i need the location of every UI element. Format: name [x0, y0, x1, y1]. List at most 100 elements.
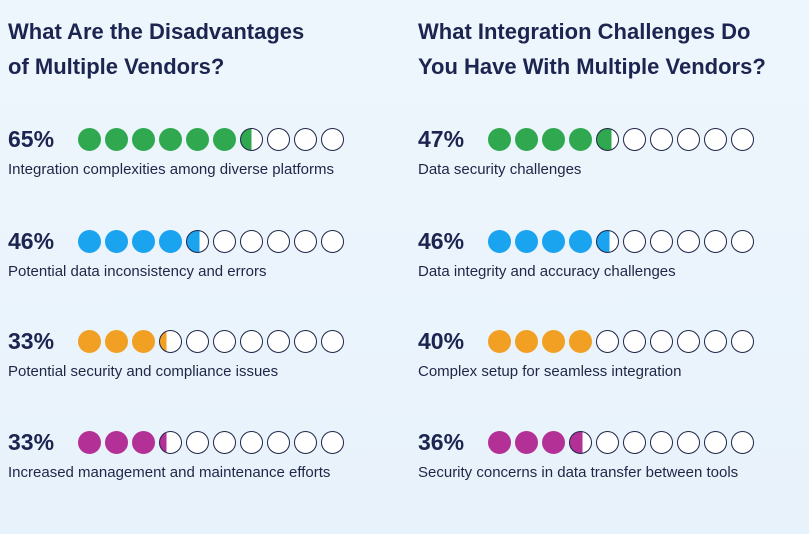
empty-dot	[623, 229, 646, 253]
right-heading-line-2: You Have With Multiple Vendors?	[418, 54, 766, 79]
filled-dot	[78, 127, 101, 151]
right-stat-1-dots	[488, 127, 754, 151]
filled-dot	[488, 229, 511, 253]
filled-dot	[159, 229, 182, 253]
empty-dot	[677, 329, 700, 353]
empty-dot	[731, 329, 754, 353]
empty-dot	[186, 329, 209, 353]
empty-dot	[704, 127, 727, 151]
empty-dot	[240, 329, 263, 353]
right-stat-4-percent: 36%	[418, 429, 465, 455]
empty-dot	[267, 127, 290, 151]
filled-dot	[515, 329, 538, 353]
right-stat-3-percent: 40%	[418, 328, 465, 354]
filled-dot	[78, 430, 101, 454]
empty-dot	[321, 430, 344, 454]
empty-dot	[294, 127, 317, 151]
left-stat-3-label: Potential security and compliance issues	[8, 363, 279, 380]
left-stat-4-label: Increased management and maintenance eff…	[8, 464, 331, 481]
left-stat-1-dots	[78, 127, 344, 151]
filled-dot	[132, 229, 155, 253]
filled-dot	[132, 127, 155, 151]
empty-dot	[240, 430, 263, 454]
empty-dot	[321, 127, 344, 151]
right-stat-2-label: Data integrity and accuracy challenges	[418, 263, 676, 280]
right-stat-4-label: Security concerns in data transfer betwe…	[418, 464, 739, 481]
filled-dot	[569, 229, 592, 253]
empty-dot	[623, 329, 646, 353]
right-stat-1-percent: 47%	[418, 126, 465, 152]
filled-dot	[78, 329, 101, 353]
empty-dot	[704, 430, 727, 454]
right-stat-2-percent: 46%	[418, 228, 465, 254]
partial-dot	[159, 329, 182, 353]
empty-dot	[650, 430, 673, 454]
filled-dot	[105, 430, 128, 454]
left-stat-1-label: Integration complexities among diverse p…	[8, 161, 334, 178]
filled-dot	[542, 229, 565, 253]
left-stat-2-percent: 46%	[8, 228, 55, 254]
empty-dot	[213, 329, 236, 353]
empty-dot	[213, 430, 236, 454]
empty-dot	[596, 329, 619, 353]
right-stat-3-label: Complex setup for seamless integration	[418, 363, 682, 380]
left-stat-4-percent: 33%	[8, 429, 55, 455]
empty-dot	[267, 329, 290, 353]
empty-dot	[704, 329, 727, 353]
right-stat-3: 40% Complex setup for seamless integrati…	[418, 326, 808, 382]
filled-dot	[186, 127, 209, 151]
partial-dot	[186, 229, 209, 253]
filled-dot	[105, 127, 128, 151]
right-stat-2-dots	[488, 229, 754, 253]
filled-dot	[515, 229, 538, 253]
empty-dot	[321, 329, 344, 353]
filled-dot	[515, 127, 538, 151]
partial-dot	[596, 127, 619, 151]
filled-dot	[488, 329, 511, 353]
filled-dot	[542, 329, 565, 353]
right-stat-4-dots	[488, 430, 754, 454]
empty-dot	[731, 430, 754, 454]
right-stat-1-label: Data security challenges	[418, 161, 582, 178]
left-stat-1: 65% Integration complexities among diver…	[8, 124, 398, 180]
empty-dot	[704, 229, 727, 253]
left-stat-3-percent: 33%	[8, 328, 55, 354]
partial-dot	[159, 430, 182, 454]
left-stat-3: 33% Potential security and compliance is…	[8, 326, 398, 382]
left-stat-4-dots	[78, 430, 344, 454]
filled-dot	[569, 127, 592, 151]
filled-dot	[105, 229, 128, 253]
filled-dot	[515, 430, 538, 454]
filled-dot	[213, 127, 236, 151]
empty-dot	[677, 430, 700, 454]
left-heading-line-1: What Are the Disadvantages	[8, 19, 305, 44]
partial-dot	[596, 229, 619, 253]
empty-dot	[294, 430, 317, 454]
filled-dot	[542, 127, 565, 151]
right-stat-2: 46% Data integrity and accuracy challeng…	[418, 226, 808, 282]
left-stat-1-percent: 65%	[8, 126, 55, 152]
filled-dot	[78, 229, 101, 253]
right-stat-3-dots	[488, 329, 754, 353]
empty-dot	[623, 430, 646, 454]
partial-dot	[240, 127, 263, 151]
filled-dot	[132, 329, 155, 353]
filled-dot	[105, 329, 128, 353]
empty-dot	[596, 430, 619, 454]
filled-dot	[488, 127, 511, 151]
right-heading-line-1: What Integration Challenges Do	[418, 19, 751, 44]
empty-dot	[321, 229, 344, 253]
empty-dot	[731, 127, 754, 151]
empty-dot	[650, 329, 673, 353]
empty-dot	[294, 329, 317, 353]
empty-dot	[294, 229, 317, 253]
filled-dot	[132, 430, 155, 454]
empty-dot	[650, 127, 673, 151]
empty-dot	[623, 127, 646, 151]
empty-dot	[677, 229, 700, 253]
left-heading-line-2: of Multiple Vendors?	[8, 54, 225, 79]
empty-dot	[677, 127, 700, 151]
right-stat-4: 36% Security concerns in data transfer b…	[418, 427, 808, 483]
right-heading: What Integration Challenges Do You Have …	[418, 14, 766, 84]
filled-dot	[569, 329, 592, 353]
